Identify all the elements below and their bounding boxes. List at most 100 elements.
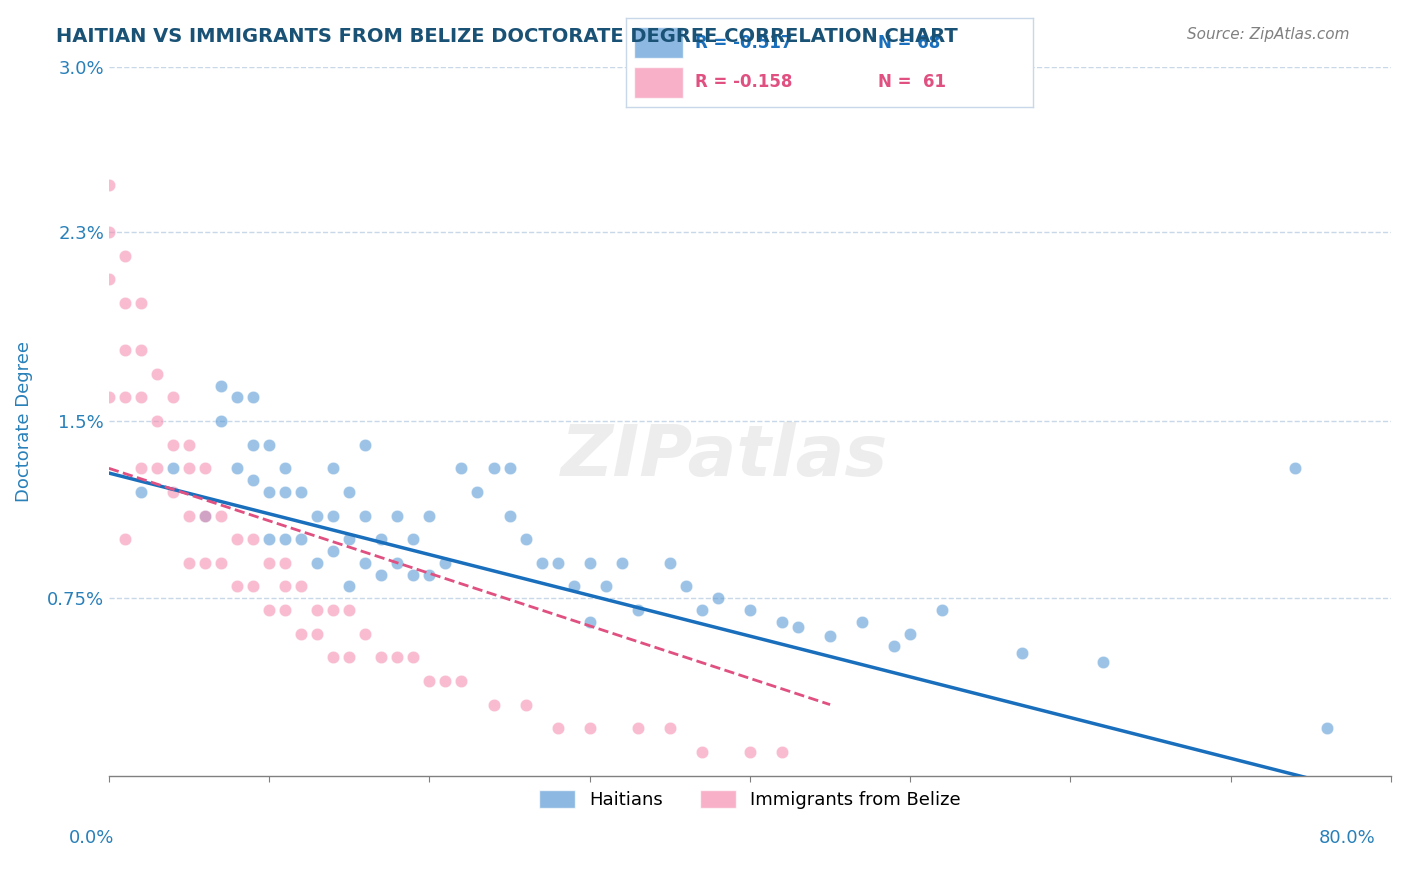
Point	[515, 698, 537, 712]
Point	[337, 532, 360, 546]
Legend: Haitians, Immigrants from Belize: Haitians, Immigrants from Belize	[531, 782, 967, 816]
Text: R = -0.517: R = -0.517	[695, 34, 793, 52]
Point	[290, 626, 312, 640]
Point	[114, 343, 136, 358]
Text: ZIPatlas: ZIPatlas	[561, 422, 889, 491]
Point	[307, 626, 329, 640]
Point	[370, 567, 392, 582]
Text: N =  61: N = 61	[879, 73, 946, 91]
Point	[578, 556, 600, 570]
Y-axis label: Doctorate Degree: Doctorate Degree	[15, 341, 32, 501]
Point	[450, 461, 472, 475]
Point	[337, 485, 360, 500]
Point	[194, 556, 217, 570]
FancyBboxPatch shape	[634, 27, 683, 58]
Point	[402, 532, 425, 546]
Text: 0.0%: 0.0%	[69, 829, 114, 847]
Point	[467, 485, 489, 500]
Text: R = -0.158: R = -0.158	[695, 73, 793, 91]
Point	[770, 615, 793, 629]
Point	[209, 378, 232, 392]
Point	[209, 508, 232, 523]
Point	[354, 508, 377, 523]
Point	[177, 556, 200, 570]
Point	[242, 579, 264, 593]
Point	[851, 615, 873, 629]
Point	[578, 721, 600, 735]
Point	[690, 603, 713, 617]
Text: HAITIAN VS IMMIGRANTS FROM BELIZE DOCTORATE DEGREE CORRELATION CHART: HAITIAN VS IMMIGRANTS FROM BELIZE DOCTOR…	[56, 27, 957, 45]
Point	[610, 556, 633, 570]
Point	[337, 650, 360, 665]
Point	[307, 508, 329, 523]
Point	[450, 673, 472, 688]
Point	[402, 567, 425, 582]
Point	[738, 603, 761, 617]
Point	[434, 673, 457, 688]
Point	[322, 603, 344, 617]
Point	[562, 579, 585, 593]
Point	[530, 556, 553, 570]
Point	[337, 603, 360, 617]
Point	[290, 485, 312, 500]
Point	[690, 745, 713, 759]
Point	[114, 532, 136, 546]
FancyBboxPatch shape	[634, 67, 683, 98]
Point	[274, 461, 297, 475]
Point	[290, 532, 312, 546]
Point	[162, 485, 184, 500]
Point	[129, 485, 152, 500]
Point	[257, 485, 280, 500]
Point	[658, 556, 681, 570]
Point	[370, 650, 392, 665]
Point	[434, 556, 457, 570]
Point	[177, 508, 200, 523]
Point	[257, 532, 280, 546]
Point	[274, 556, 297, 570]
Point	[1091, 655, 1114, 669]
Point	[307, 556, 329, 570]
Point	[97, 272, 120, 286]
Point	[482, 698, 505, 712]
Point	[418, 567, 440, 582]
Point	[162, 461, 184, 475]
Point	[387, 556, 409, 570]
Point	[274, 579, 297, 593]
Point	[578, 615, 600, 629]
Point	[162, 391, 184, 405]
Point	[114, 296, 136, 310]
Point	[194, 461, 217, 475]
Point	[114, 391, 136, 405]
Point	[322, 461, 344, 475]
Point	[418, 508, 440, 523]
Point	[146, 367, 169, 381]
Point	[627, 603, 650, 617]
Point	[194, 508, 217, 523]
Point	[387, 650, 409, 665]
Point	[129, 461, 152, 475]
Point	[595, 579, 617, 593]
Point	[482, 461, 505, 475]
Point	[387, 508, 409, 523]
Point	[129, 391, 152, 405]
Point	[226, 461, 249, 475]
Point	[515, 532, 537, 546]
Point	[209, 414, 232, 428]
Point	[226, 391, 249, 405]
Point	[194, 508, 217, 523]
Point	[129, 343, 152, 358]
Point	[242, 473, 264, 487]
Point	[114, 249, 136, 263]
Point	[498, 508, 520, 523]
Point	[146, 414, 169, 428]
Point	[322, 650, 344, 665]
Point	[226, 579, 249, 593]
Point	[1316, 721, 1339, 735]
Point	[627, 721, 650, 735]
Point	[1011, 646, 1033, 660]
Point	[129, 296, 152, 310]
Point	[322, 544, 344, 558]
Point	[274, 603, 297, 617]
Point	[547, 556, 569, 570]
Point	[818, 629, 841, 643]
